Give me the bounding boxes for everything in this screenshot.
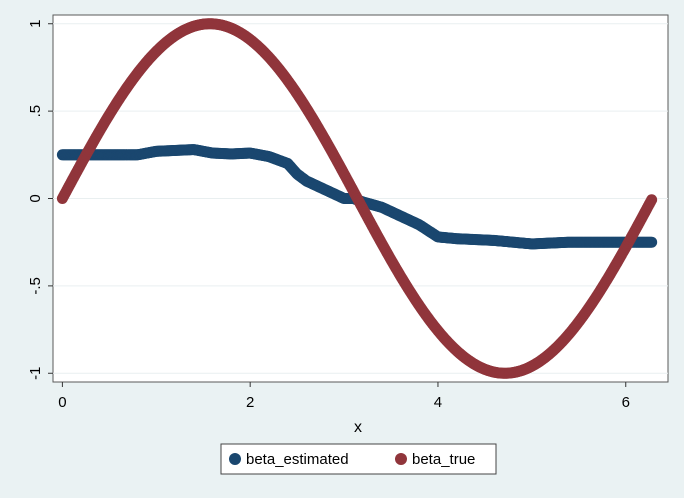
y-tick-label: 0: [27, 194, 44, 202]
beta-estimated-point: [646, 236, 658, 248]
legend-label-beta-true: beta_true: [412, 451, 475, 468]
legend: beta_estimated beta_true: [220, 443, 497, 475]
y-tick-label: -.5: [27, 277, 44, 295]
grid: [53, 23, 668, 374]
series-layer: [56, 18, 658, 379]
x-tick-label: 6: [622, 394, 630, 411]
y-tick-label: 1: [27, 20, 44, 28]
legend-marker-beta-estimated: [229, 453, 241, 465]
x-axis-title: x: [354, 419, 362, 436]
y-tick-label: -1: [27, 367, 44, 380]
y-axis: -1 -.5 0 .5 1: [27, 20, 53, 380]
x-axis: 0 2 4 6: [58, 382, 630, 411]
beta-true-point: [646, 194, 658, 206]
legend-marker-beta-true: [395, 453, 407, 465]
legend-box: [220, 443, 497, 475]
x-tick-label: 4: [434, 394, 442, 411]
x-tick-label: 2: [246, 394, 254, 411]
y-tick-label: .5: [27, 105, 44, 118]
legend-label-beta-estimated: beta_estimated: [246, 451, 349, 468]
x-tick-label: 0: [58, 394, 66, 411]
